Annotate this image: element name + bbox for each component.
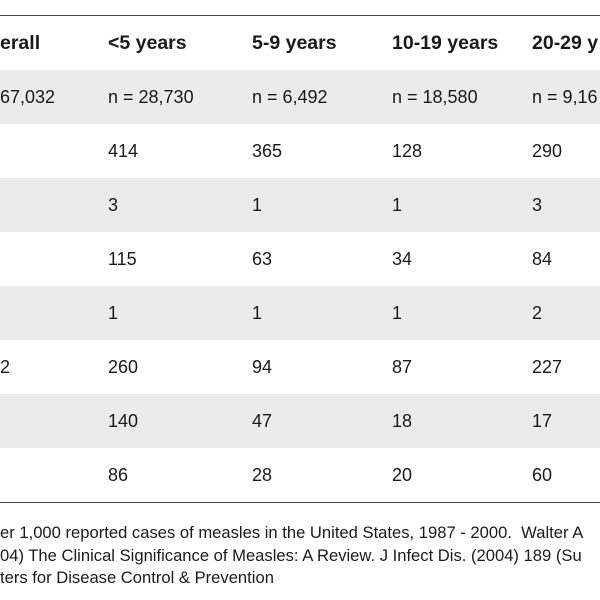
table-top-rule bbox=[0, 15, 600, 16]
column-header-5-9: 5-9 years bbox=[252, 32, 337, 54]
table-cell: 2 bbox=[0, 357, 11, 377]
table-cell: 67,032 bbox=[0, 87, 56, 107]
table-cell: 227 bbox=[532, 357, 563, 377]
table-cell: 47 bbox=[252, 411, 273, 431]
table-row: 2 260 94 87 227 bbox=[0, 340, 600, 394]
table-cell: 414 bbox=[108, 141, 139, 161]
table-cell: 94 bbox=[252, 357, 273, 377]
column-header-under-5: <5 years bbox=[108, 32, 187, 54]
table-row: 414 365 128 290 bbox=[0, 124, 600, 178]
table-cell: 28 bbox=[252, 465, 273, 485]
table-cell: 260 bbox=[108, 357, 139, 377]
source-note-line: er 1,000 reported cases of measles in th… bbox=[0, 523, 584, 542]
table-cell: n = 9,16 bbox=[532, 87, 598, 107]
table-row-sample-size: 67,032 n = 28,730 n = 6,492 n = 18,580 n… bbox=[0, 70, 600, 124]
table-cell: 84 bbox=[532, 249, 553, 269]
table-cell: 87 bbox=[392, 357, 413, 377]
table-row: 115 63 34 84 bbox=[0, 232, 600, 286]
table-bottom-rule bbox=[0, 502, 600, 503]
column-header-overall: erall bbox=[0, 32, 41, 54]
table-cell: 18 bbox=[392, 411, 413, 431]
table-row: 3 1 1 3 bbox=[0, 178, 600, 232]
table-cell: n = 6,492 bbox=[252, 87, 328, 107]
table-header-row: erall <5 years 5-9 years 10-19 years 20-… bbox=[0, 16, 600, 70]
table-row: 86 28 20 60 bbox=[0, 448, 600, 502]
source-note-line: 04) The Clinical Significance of Measles… bbox=[0, 545, 582, 565]
column-header-20-29: 20-29 y bbox=[532, 32, 599, 54]
table-cell: 2 bbox=[532, 303, 543, 323]
table-cell: 60 bbox=[532, 465, 553, 485]
table-cell: 1 bbox=[252, 303, 263, 323]
table-cell: 3 bbox=[108, 195, 119, 215]
table-cell: 140 bbox=[108, 411, 139, 431]
table-cell: 115 bbox=[108, 249, 137, 269]
source-note: er 1,000 reported cases of measles in th… bbox=[0, 522, 600, 590]
table-cell: 1 bbox=[252, 195, 263, 215]
column-header-10-19: 10-19 years bbox=[392, 32, 499, 54]
table-cell: 20 bbox=[392, 465, 413, 485]
table-cell: 290 bbox=[532, 141, 563, 161]
table-cell: 1 bbox=[108, 303, 119, 323]
table-row: 1 1 1 2 bbox=[0, 286, 600, 340]
source-note-line: ters for Disease Control & Prevention bbox=[0, 568, 274, 587]
table-cell: n = 18,580 bbox=[392, 87, 478, 107]
table-cell: 86 bbox=[108, 465, 129, 485]
table-cell: 34 bbox=[392, 249, 413, 269]
table-cell: 128 bbox=[392, 141, 423, 161]
table-cell: 17 bbox=[532, 411, 553, 431]
table-cell: 365 bbox=[252, 141, 283, 161]
table-cell: n = 28,730 bbox=[108, 87, 194, 107]
table-cell: 1 bbox=[392, 303, 403, 323]
table-cell: 1 bbox=[392, 195, 403, 215]
table-cell: 3 bbox=[532, 195, 543, 215]
table-row: 140 47 18 17 bbox=[0, 394, 600, 448]
table-cell: 63 bbox=[252, 249, 273, 269]
